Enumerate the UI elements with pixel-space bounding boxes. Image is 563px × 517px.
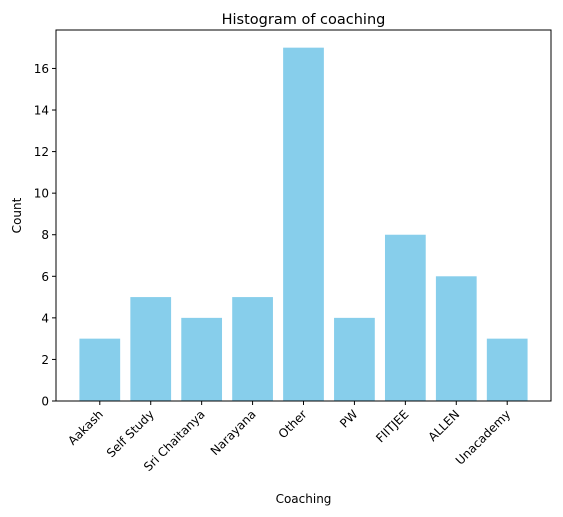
y-tick-label: 6 [41, 270, 49, 284]
bar-self-study [130, 297, 172, 401]
bar-fiitjee [384, 234, 426, 401]
bars-group [79, 47, 528, 402]
y-tick-label: 16 [34, 62, 49, 76]
chart-title: Histogram of coaching [222, 12, 386, 28]
bar-other [283, 47, 324, 402]
y-tick-label: 8 [41, 228, 49, 242]
y-axis-label: Count [10, 197, 24, 233]
bar-unacademy [486, 338, 528, 401]
y-tick-label: 10 [34, 187, 49, 201]
bar-pw [334, 317, 375, 401]
bar-allen [435, 276, 477, 401]
bar-narayana [232, 297, 273, 401]
plot-frame [55, 29, 552, 402]
bar-sri-chaitanya [181, 317, 223, 401]
y-tick-label: 12 [34, 145, 49, 159]
y-tick-label: 2 [41, 353, 49, 367]
y-tick-label: 4 [41, 311, 49, 325]
y-tick-label: 0 [41, 395, 49, 409]
y-tick-label: 14 [34, 104, 49, 118]
x-axis-label: Coaching [276, 492, 332, 506]
bar-aakash [79, 338, 121, 401]
y-axis: 0 2 4 6 8 10 12 14 16 [34, 62, 56, 409]
